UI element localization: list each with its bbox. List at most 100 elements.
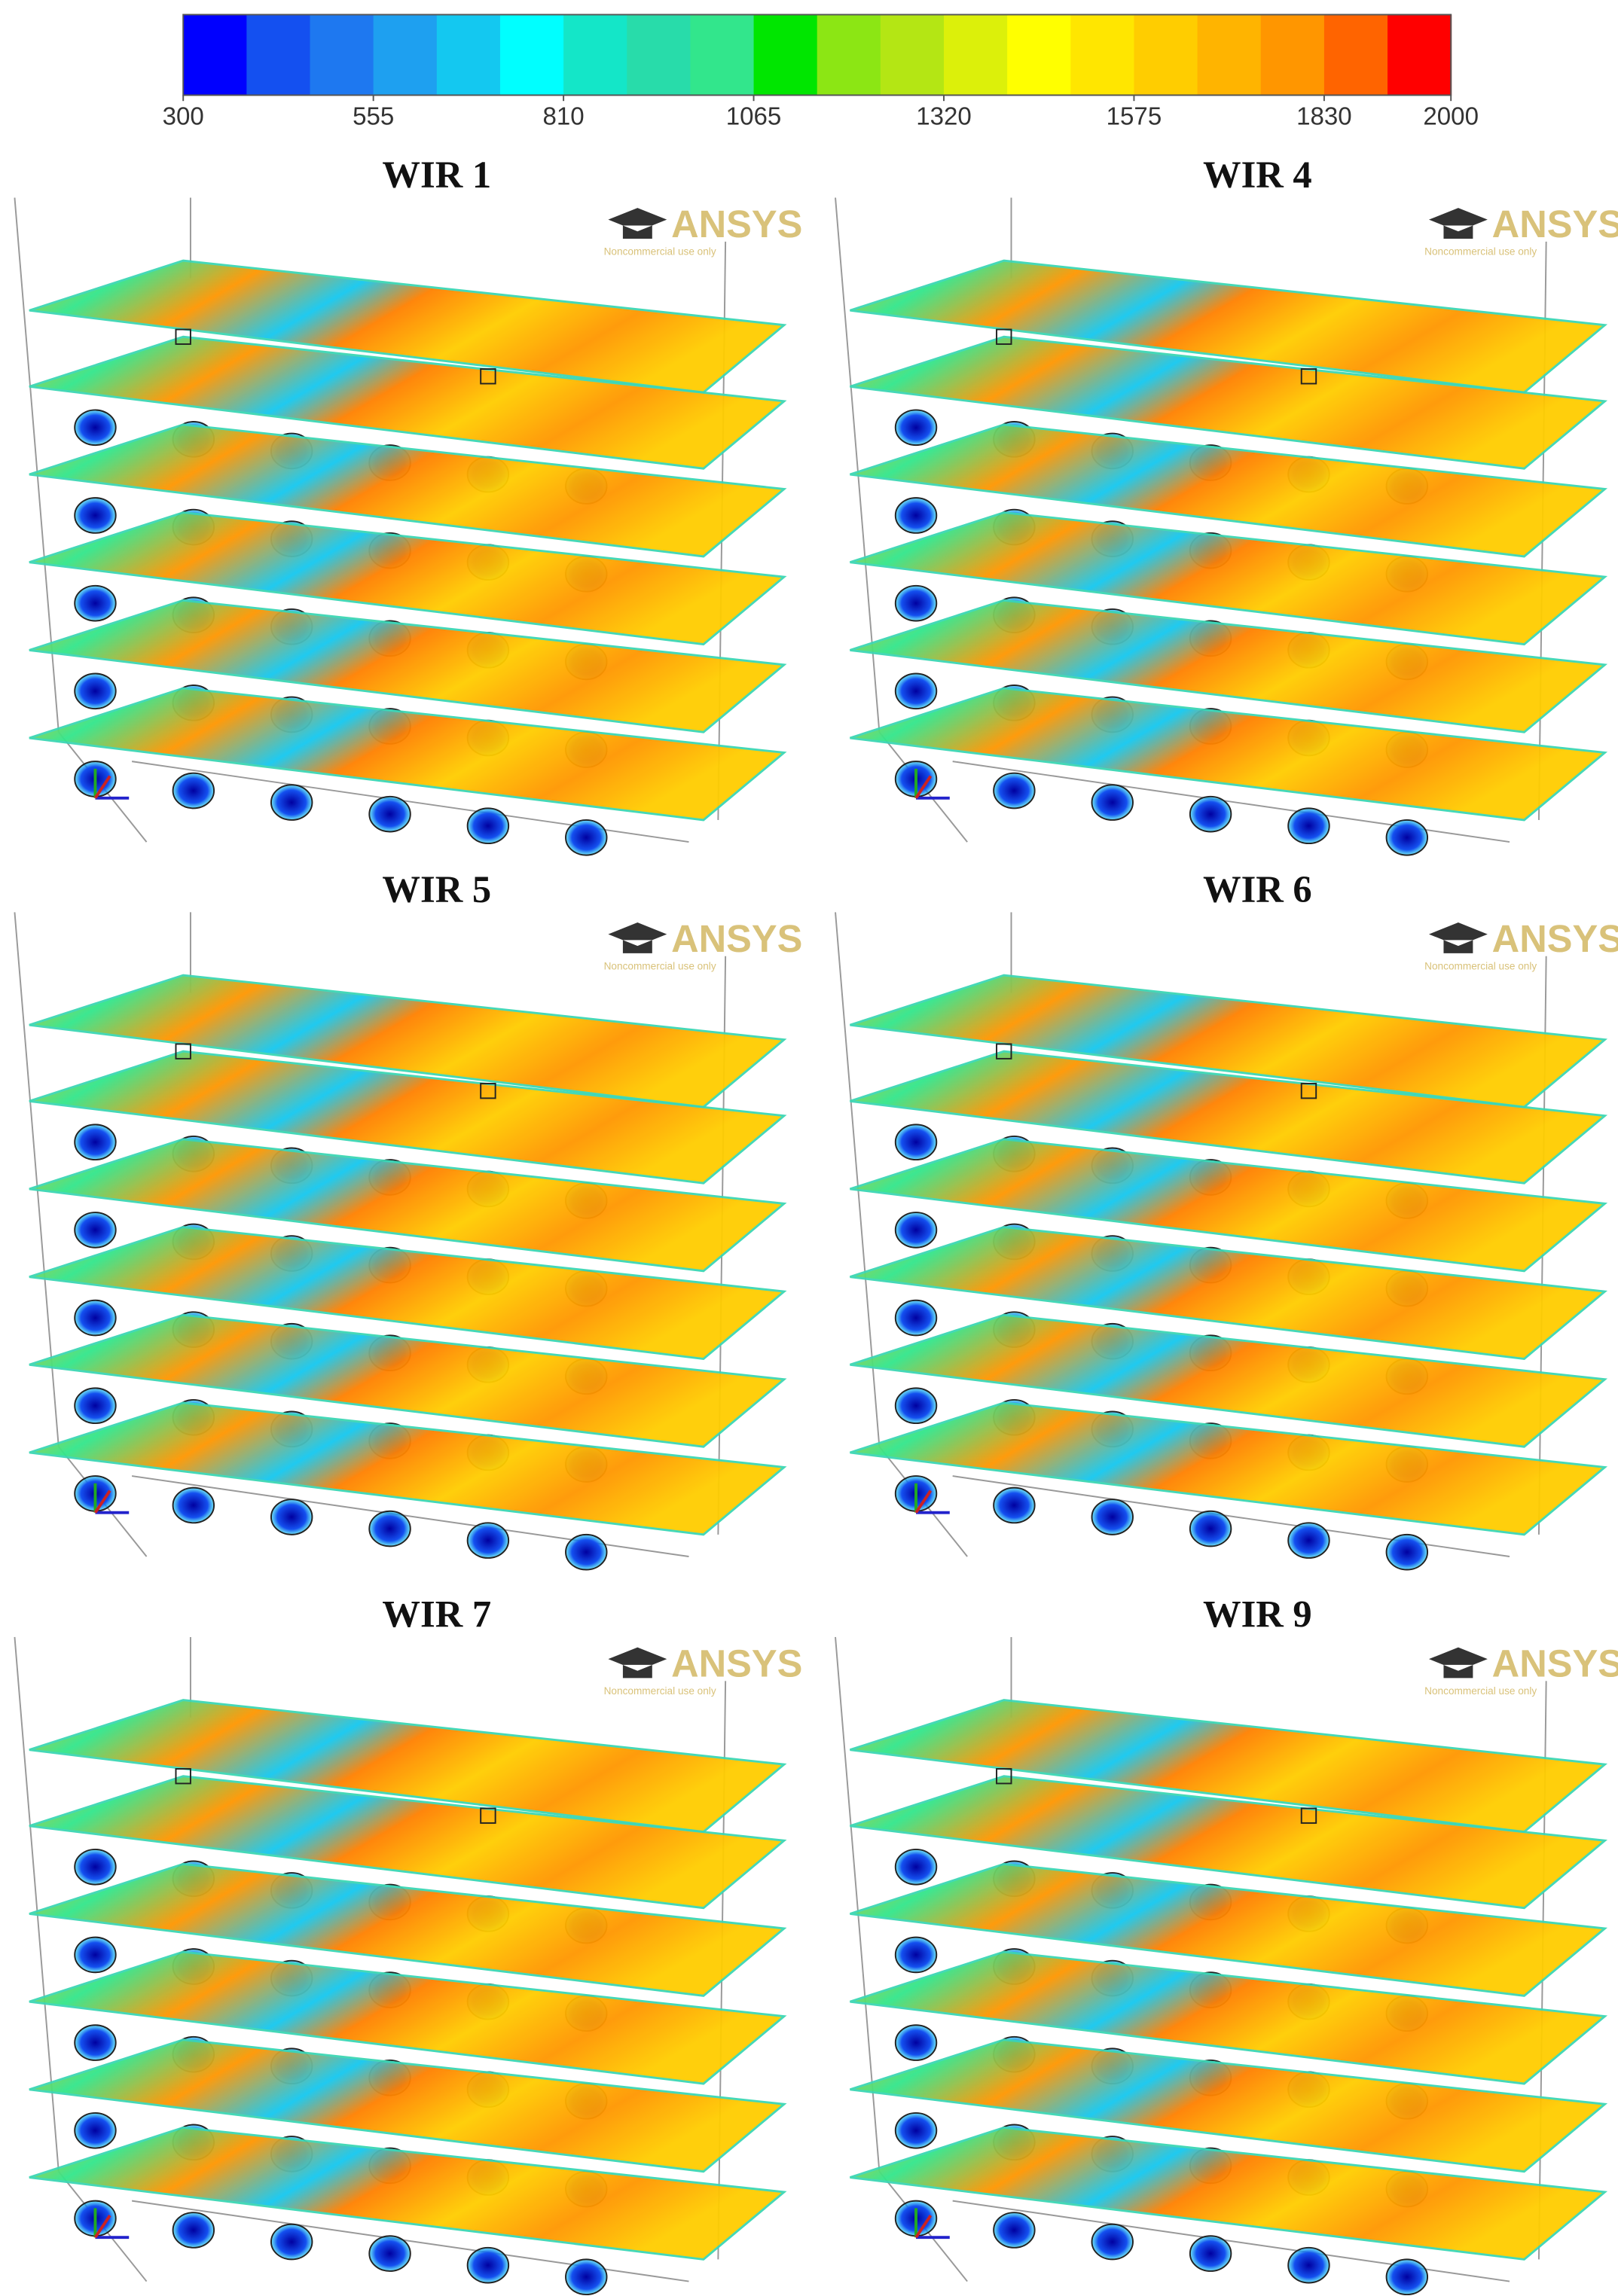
contour-plane	[850, 1775, 1608, 1910]
nozzle	[1385, 819, 1429, 856]
nozzle	[993, 2212, 1036, 2249]
colorbar-segment	[1197, 14, 1262, 96]
colorbar-segment	[310, 14, 374, 96]
colorbar-segment	[436, 14, 501, 96]
colorbar-segment	[880, 14, 945, 96]
nozzle	[894, 584, 938, 622]
contour-plane	[850, 511, 1608, 646]
nozzle	[74, 1387, 117, 1425]
axis-x	[914, 775, 933, 799]
colorbar-segment	[690, 14, 755, 96]
panel-title: WIR 7	[382, 1593, 491, 1635]
nozzle	[466, 2246, 510, 2284]
logo-note: Noncommercial use only	[604, 960, 716, 971]
port	[175, 1768, 191, 1785]
nozzle	[894, 497, 938, 534]
port	[1300, 1807, 1317, 1824]
port	[480, 1807, 496, 1824]
logo-note: Noncommercial use only	[1424, 960, 1537, 971]
nozzle	[1091, 2223, 1134, 2261]
contour-plane	[850, 1050, 1608, 1185]
contour-plane	[29, 1775, 787, 1910]
logo-cap	[1429, 208, 1488, 239]
logo-cap	[608, 208, 667, 239]
colorbar-segment	[944, 14, 1009, 96]
contour-plane	[29, 1699, 787, 1834]
nozzle	[74, 409, 117, 447]
contour-plane	[29, 1950, 787, 2085]
colorbar-segment	[817, 14, 881, 96]
nozzle	[466, 807, 510, 845]
contour-plane	[850, 335, 1608, 470]
contour-plane	[29, 974, 787, 1108]
colorbar-tick-label: 1065	[726, 102, 782, 130]
logo-note: Noncommercial use only	[604, 245, 716, 257]
contour-plane	[850, 1313, 1608, 1448]
colorbar-tick-label: 1320	[916, 102, 972, 130]
colorbar-segment	[1007, 14, 1072, 96]
nozzle	[74, 1212, 117, 1249]
colorbar-tick-label: 2000	[1423, 102, 1479, 130]
logo-text: ANSYS	[671, 917, 802, 960]
nozzle	[368, 795, 411, 833]
contour-plane	[850, 1862, 1608, 1997]
panel-title: WIR 5	[382, 868, 491, 910]
contour-plane	[29, 335, 787, 470]
colorbar-segment	[246, 14, 311, 96]
nozzle	[565, 2258, 608, 2296]
logo-cap	[1429, 922, 1488, 953]
port	[480, 1082, 496, 1099]
colorbar-segment	[1134, 14, 1198, 96]
nozzle	[1189, 2235, 1232, 2272]
panel-title: WIR 4	[1203, 154, 1312, 196]
colorbar-tick-label: 1575	[1107, 102, 1162, 130]
contour-plane	[29, 423, 787, 558]
contour-plane	[29, 2126, 787, 2261]
contour-plane	[850, 259, 1608, 394]
logo-text: ANSYS	[671, 203, 802, 245]
contour-plane	[850, 599, 1608, 733]
nozzle	[1091, 784, 1134, 821]
nozzle	[894, 1936, 938, 1974]
nozzle	[270, 1499, 313, 1535]
logo-text: ANSYS	[1492, 203, 1618, 245]
contour-plane	[29, 1138, 787, 1273]
contour-plane	[850, 2038, 1608, 2173]
contour-plane	[29, 2038, 787, 2173]
colorbar-segment	[1388, 14, 1452, 96]
nozzle	[270, 2223, 313, 2261]
contour-plane	[850, 1699, 1608, 1834]
port	[480, 368, 496, 385]
logo-text: ANSYS	[671, 1642, 802, 1685]
logo-cap	[1429, 1647, 1488, 1679]
nozzle	[466, 1522, 510, 1559]
axis-x	[93, 775, 111, 799]
colorbar-frame	[182, 14, 1452, 96]
colorbar-segment	[627, 14, 691, 96]
axis-x	[914, 1490, 933, 1514]
contour-plane	[850, 2126, 1608, 2261]
contour-plane	[29, 1226, 787, 1361]
logo-note: Noncommercial use only	[1424, 245, 1537, 257]
nozzle	[74, 1936, 117, 1974]
nozzle	[74, 1124, 117, 1161]
nozzle	[1189, 1510, 1232, 1547]
axis-x	[914, 2214, 933, 2239]
nozzle	[270, 784, 313, 821]
nozzle	[993, 1486, 1036, 1524]
port	[996, 1768, 1012, 1785]
nozzle	[894, 1387, 938, 1425]
nozzle	[894, 1124, 938, 1161]
nozzle	[894, 409, 938, 447]
panel-title: WIR 9	[1203, 1593, 1312, 1635]
colorbar-segment	[563, 14, 628, 96]
port	[1300, 368, 1317, 385]
nozzle	[74, 1299, 117, 1337]
colorbar-tick-label: 810	[543, 102, 585, 130]
nozzle	[1287, 2246, 1330, 2284]
logo-cap	[608, 1647, 667, 1679]
